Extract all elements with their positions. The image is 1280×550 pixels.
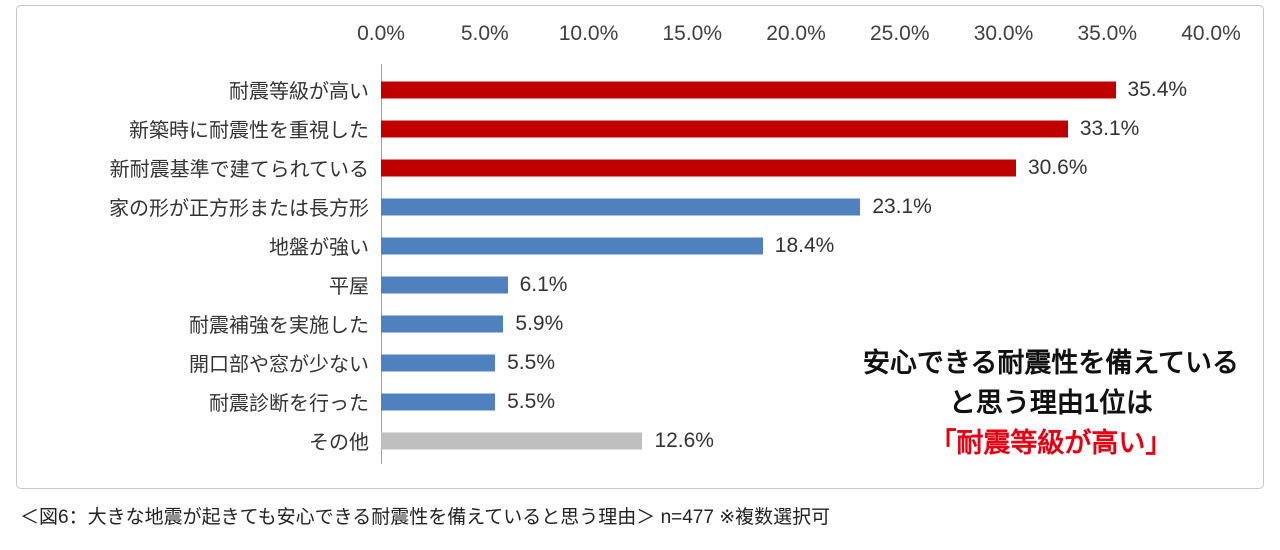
bar-row: 新築時に耐震性を重視した 33.1% [17,109,1263,148]
category-label: 新耐震基準で建てられている [109,159,369,181]
bar-row: 耐震等級が高い 35.4% [17,70,1263,109]
bar-row: 耐震補強を実施した 5.9% [17,304,1263,343]
figure-caption: ＜図6：大きな地震が起きても安心できる耐震性を備えていると思う理由＞ n=477… [20,507,831,528]
chart-frame: 0.0% 5.0% 10.0% 15.0% 20.0% 25.0% 30.0% 35.0% 40… [16,5,1264,489]
bar [381,198,861,215]
bar-track: 5.5% [381,343,1211,382]
bar-track: 5.9% [381,304,1211,343]
category-label: 開口部や窓が少ない [189,354,369,376]
annotation-line-3: 「耐震等級が高い」 [929,428,1173,459]
bar-track: 18.4% [381,226,1211,265]
annotation: 安心できる耐震性を備えている と思う理由1位は 「耐震等級が高い」 [863,344,1239,464]
category-label: 平屋 [329,276,369,298]
annotation-line-1: 安心できる耐震性を備えている [862,348,1239,379]
bar [381,315,504,332]
annotation-line-2: と思う理由1位は [948,388,1153,419]
bar-rows: 耐震等級が高い 35.4% 新築時に耐震性を重視した 33.1% 新耐震基準で建てられて… [17,70,1263,460]
bar-row: 耐震診断を行った 5.5% [17,382,1263,421]
x-axis: 0.0% 5.0% 10.0% 15.0% 20.0% 25.0% 30.0% 35.0% 40… [357,22,1241,50]
value-label: 35.4% [1127,77,1188,101]
bar-row: 家の形が正方形または長方形 23.1% [17,187,1263,226]
value-label: 12.6% [654,428,714,452]
x-axis-tick-label: 40.0% [1181,22,1241,45]
bar-track: 33.1% [381,109,1211,148]
value-label: 5.9% [515,311,564,335]
value-label: 5.5% [507,350,555,374]
bar-track: 30.6% [381,148,1211,187]
bar-track: 12.6% [381,421,1211,460]
x-axis-tick-label: 25.0% [869,22,930,45]
category-label: 新築時に耐震性を重視した [129,120,369,142]
x-axis-tick-label: 0.0% [357,22,405,45]
bar-row: 地盤が強い 18.4% [17,226,1263,265]
x-axis-tick-label: 15.0% [662,22,723,45]
value-label: 18.4% [774,233,835,257]
bar [381,276,508,293]
value-label: 30.6% [1027,155,1088,179]
x-axis-tick-label: 5.0% [460,22,509,45]
category-label: 地盤が強い [269,237,369,259]
category-label: その他 [309,432,369,454]
bar-row: 新耐震基準で建てられている 30.6% [17,148,1263,187]
bar [381,159,1016,176]
y-axis-line [381,64,382,464]
bar [381,354,496,371]
bar-track: 6.1% [381,265,1211,304]
bar-row: その他 12.6% [17,421,1263,460]
category-label: 耐震補強を実施した [189,315,369,337]
x-axis-tick-label: 35.0% [1077,22,1138,45]
category-label: 耐震診断を行った [209,393,369,415]
x-axis-tick-label: 30.0% [973,22,1034,45]
bar [381,120,1068,137]
value-label: 23.1% [872,194,932,218]
bar-track: 35.4% [381,70,1211,109]
category-label: 家の形が正方形または長方形 [109,198,369,220]
category-label: 耐震等級が高い [229,81,369,103]
x-axis-tick-label: 10.0% [558,22,619,45]
value-label: 6.1% [519,272,568,296]
bar-row: 平屋 6.1% [17,265,1263,304]
bar [381,432,643,449]
value-label: 5.5% [507,389,555,413]
bar-track: 5.5% [381,382,1211,421]
bar [381,237,763,254]
bar-row: 開口部や窓が少ない 5.5% [17,343,1263,382]
bar [381,81,1116,98]
bar [381,393,496,410]
bar-track: 23.1% [381,187,1211,226]
x-axis-tick-label: 20.0% [766,22,826,45]
value-label: 33.1% [1079,116,1140,140]
